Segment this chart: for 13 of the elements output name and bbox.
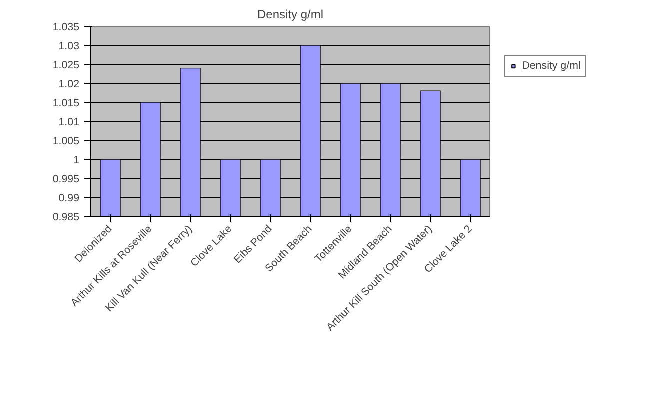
legend-label: Density g/ml	[522, 60, 581, 72]
y-tick-label: 0.995	[52, 174, 80, 186]
y-tick-label: 1.005	[52, 136, 80, 148]
y-tick-label: 1	[74, 154, 80, 166]
y-tick-label: 0.99	[58, 192, 80, 204]
y-tick-label: 1.015	[52, 98, 80, 110]
y-tick-label: 0.985	[52, 212, 80, 224]
y-tick-label: 1.03	[58, 40, 80, 52]
y-tick-label: 1.02	[58, 78, 80, 90]
y-tick-label: 1.035	[52, 22, 80, 34]
y-tick-label: 1.01	[58, 116, 80, 128]
y-tick-label: 1.025	[52, 60, 80, 72]
chart-title: Density g/ml	[257, 8, 324, 22]
